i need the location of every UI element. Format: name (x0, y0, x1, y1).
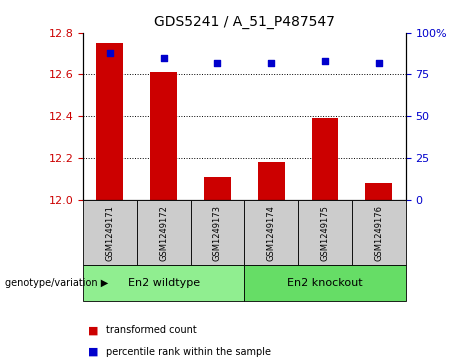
Point (160, 55, 167, 61)
Point (375, 60, 383, 66)
Text: ■: ■ (88, 347, 98, 357)
Text: GSM1249176: GSM1249176 (374, 205, 383, 261)
Text: percentile rank within the sample: percentile rank within the sample (106, 347, 271, 357)
Text: GSM1249175: GSM1249175 (320, 205, 330, 261)
Bar (150, 72, 177, 200)
Title: GDS5241 / A_51_P487547: GDS5241 / A_51_P487547 (154, 15, 335, 29)
Point (106, 50, 113, 56)
Bar (258, 162, 284, 200)
Text: GSM1249174: GSM1249174 (267, 205, 276, 261)
Text: En2 knockout: En2 knockout (287, 278, 363, 288)
Text: GSM1249171: GSM1249171 (106, 205, 114, 261)
Bar (365, 183, 392, 200)
Point (214, 60, 221, 66)
Text: transformed count: transformed count (106, 325, 197, 335)
Text: ■: ■ (88, 325, 98, 335)
Point (321, 58, 329, 64)
Text: GSM1249172: GSM1249172 (159, 205, 168, 261)
Point (267, 60, 275, 66)
Bar (312, 118, 338, 200)
Bar (96, 43, 123, 200)
Text: GSM1249173: GSM1249173 (213, 205, 222, 261)
Text: En2 wildtype: En2 wildtype (128, 278, 200, 288)
Bar (204, 177, 231, 200)
Text: genotype/variation ▶: genotype/variation ▶ (5, 278, 108, 288)
